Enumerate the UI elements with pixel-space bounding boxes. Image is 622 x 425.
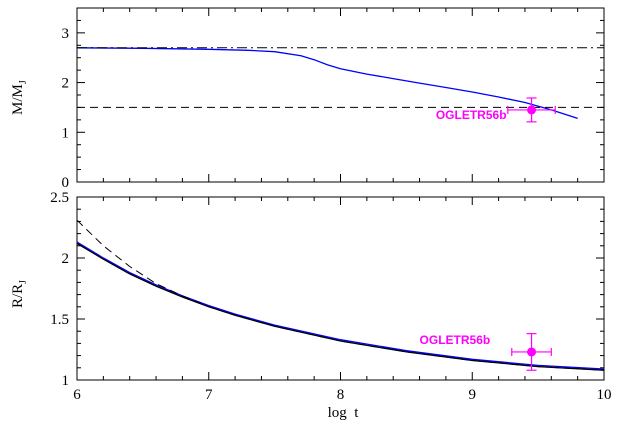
top-panel: 0 1 2 3 OGLETR56b M/MJ bbox=[10, 7, 605, 191]
bottom-series-dashed-line bbox=[76, 219, 605, 371]
bottom-x-tick-label: 9 bbox=[469, 387, 477, 403]
bottom-y-tick-label: 2 bbox=[62, 251, 70, 267]
top-panel-data-point: OGLETR56b bbox=[436, 97, 556, 123]
bottom-panel-ticks: 1 1.5 2 2.5 6 7 8 9 10 bbox=[50, 190, 611, 403]
top-planet-marker bbox=[527, 105, 537, 115]
bottom-panel-data-point: OGLETR56b bbox=[420, 333, 552, 371]
top-y-tick-label: 1 bbox=[62, 125, 70, 141]
top-y-axis-label-main: M/M bbox=[10, 84, 26, 115]
bottom-panel: 1 1.5 2 2.5 6 7 8 9 10 OGLETR56b R/RJ log t bbox=[10, 190, 612, 421]
bottom-x-tick-label: 10 bbox=[597, 387, 612, 403]
bottom-panel-series bbox=[76, 219, 605, 371]
top-y-tick-label: 2 bbox=[62, 76, 70, 92]
top-y-tick-label: 3 bbox=[62, 26, 70, 42]
bottom-planet-marker bbox=[527, 347, 537, 357]
bottom-series-solid-line bbox=[76, 241, 605, 370]
bottom-y-axis-label-sub: J bbox=[18, 280, 29, 284]
x-axis-label: log t bbox=[328, 405, 360, 421]
top-y-tick-label: 0 bbox=[62, 175, 70, 191]
bottom-y-axis-label: R/RJ bbox=[10, 280, 29, 308]
top-series-solid-line bbox=[76, 47, 578, 120]
bottom-y-tick-label: 1 bbox=[62, 373, 70, 389]
bottom-x-tick-label: 7 bbox=[205, 387, 213, 403]
bottom-x-tick-label: 8 bbox=[337, 387, 345, 403]
bottom-planet-label: OGLETR56b bbox=[420, 333, 491, 347]
top-panel-frame bbox=[76, 7, 605, 183]
top-panel-series bbox=[76, 47, 604, 120]
bottom-y-tick-label: 2.5 bbox=[50, 190, 69, 206]
top-y-axis-label-sub: J bbox=[18, 80, 29, 84]
bottom-x-tick-label: 6 bbox=[73, 387, 81, 403]
top-y-axis-label: M/MJ bbox=[10, 80, 29, 115]
bottom-y-tick-label: 1.5 bbox=[50, 312, 69, 328]
bottom-y-axis-label-main: R/R bbox=[10, 284, 26, 308]
top-panel-ticks: 0 1 2 3 bbox=[62, 7, 605, 191]
bottom-series-solid-line bbox=[76, 242, 605, 371]
bottom-panel-frame bbox=[76, 196, 605, 381]
top-planet-label: OGLETR56b bbox=[436, 108, 507, 122]
